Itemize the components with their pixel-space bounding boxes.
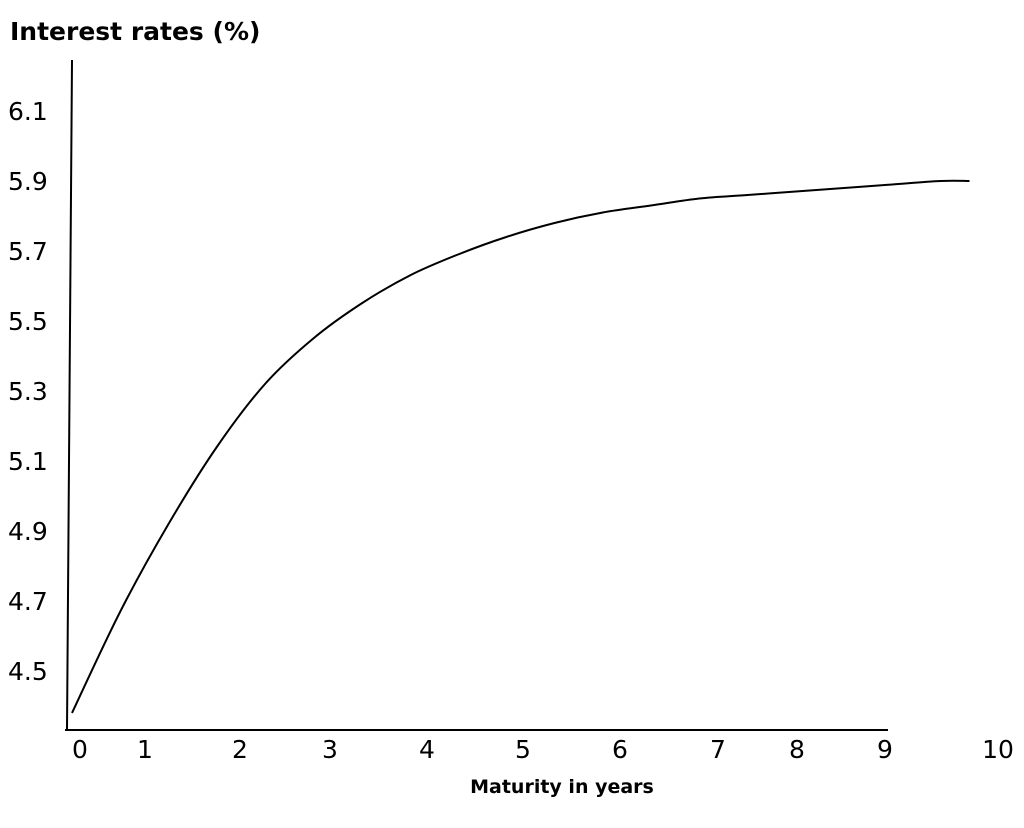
- y-tick-label: 5.5: [8, 307, 48, 336]
- y-axis-line: [66, 59, 73, 731]
- y-tick-labels: 4.5 4.7 4.9 5.1 5.3 5.5 5.7 5.9 6.1: [8, 97, 48, 686]
- x-tick-label: 0: [72, 735, 88, 764]
- y-tick-label: 4.5: [8, 657, 48, 686]
- x-tick-label: 9: [877, 735, 893, 764]
- y-tick-label: 4.7: [8, 587, 48, 616]
- y-tick-label: 5.7: [8, 237, 48, 266]
- y-tick-label: 5.1: [8, 447, 48, 476]
- x-tick-label: 10: [982, 735, 1014, 764]
- y-tick-label: 4.9: [8, 517, 48, 546]
- x-tick-label: 4: [419, 735, 435, 764]
- x-tick-label: 6: [612, 735, 628, 764]
- yield-curve-line: [71, 179, 970, 714]
- y-tick-label: 5.9: [8, 167, 48, 196]
- x-tick-label: 1: [137, 735, 153, 764]
- x-tick-label: 2: [232, 735, 248, 764]
- series-layer: [71, 179, 970, 714]
- x-tick-label: 5: [515, 735, 531, 764]
- y-tick-label: 5.3: [8, 377, 48, 406]
- x-axis-title: Maturity in years: [470, 776, 654, 798]
- x-tick-label: 8: [789, 735, 805, 764]
- y-axis-title: Interest rates (%): [10, 17, 260, 46]
- x-tick-labels: 0 1 2 3 4 5 6 7 8 9 10: [72, 735, 1014, 764]
- x-tick-label: 3: [322, 735, 338, 764]
- x-tick-label: 7: [710, 735, 726, 764]
- y-tick-label: 6.1: [8, 97, 48, 126]
